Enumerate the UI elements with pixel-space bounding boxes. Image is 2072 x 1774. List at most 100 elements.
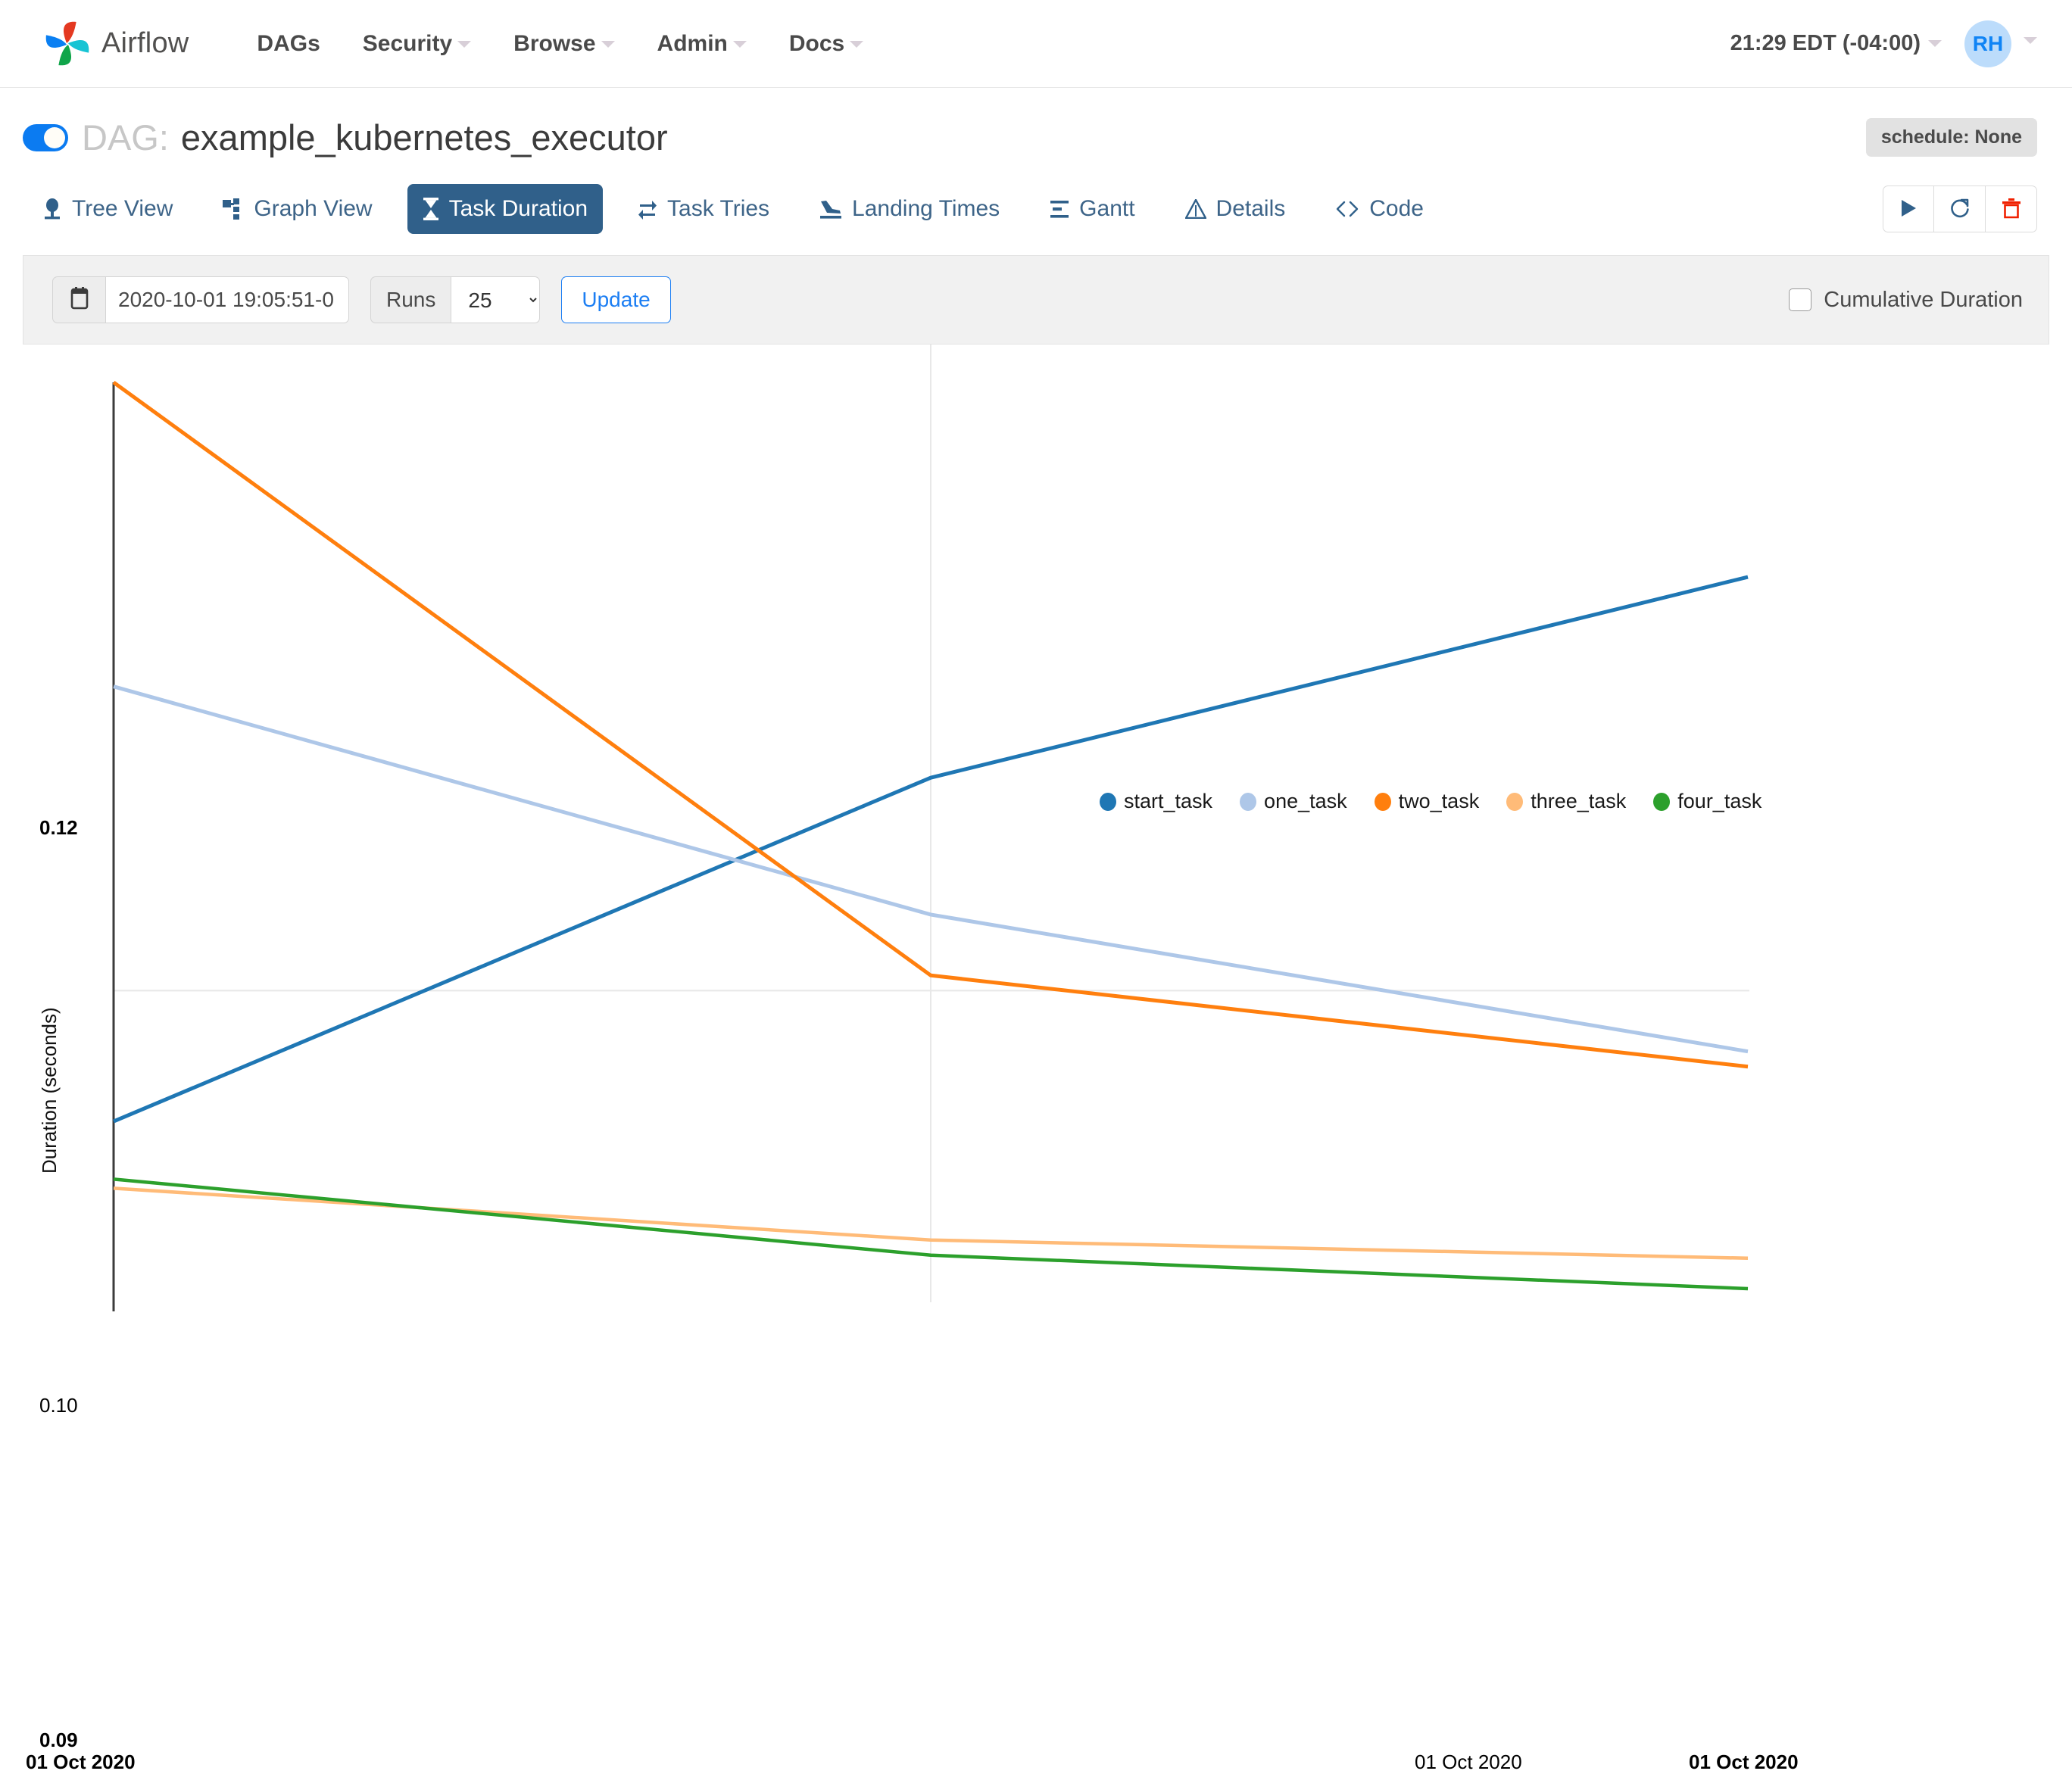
tab-label-details: Details (1215, 196, 1286, 221)
runs-select[interactable]: 25 (451, 276, 541, 323)
hourglass-icon (423, 198, 439, 220)
nav-label-dags: DAGs (257, 30, 320, 56)
legend-item-start-task[interactable]: start_task (1100, 790, 1212, 813)
tab-landing-times[interactable]: Landing Times (804, 184, 1015, 234)
cumulative-duration-checkbox[interactable]: Cumulative Duration (1789, 288, 2023, 313)
retweet-icon (638, 198, 657, 220)
top-navbar: Airflow DAGs Security Browse Admin Docs … (0, 0, 2072, 88)
chevron-down-icon (601, 40, 615, 48)
avatar: RH (1964, 20, 2011, 67)
chevron-down-icon (2024, 37, 2037, 44)
chevron-down-icon (457, 40, 472, 48)
x-axis-tick: 01 Oct 2020 (1689, 1751, 1799, 1773)
legend-color-swatch (1506, 792, 1524, 811)
tab-label-task-duration: Task Duration (448, 196, 588, 221)
legend-color-swatch (1100, 792, 1116, 811)
tab-tree-view[interactable]: Tree View (27, 184, 188, 234)
series-line-two-task (112, 380, 1749, 1069)
timezone-selector[interactable]: 21:29 EDT (-04:00) (1730, 31, 1942, 56)
chevron-down-icon (1928, 40, 1942, 47)
nav-item-docs[interactable]: Docs (768, 23, 885, 64)
chevron-down-icon (850, 40, 864, 48)
dag-action-buttons (1883, 186, 2037, 232)
y-axis-label: Duration (seconds) (38, 1007, 61, 1174)
tab-graph-view[interactable]: Graph View (208, 184, 387, 234)
legend-label: three_task (1531, 790, 1627, 812)
legend-label: one_task (1264, 790, 1347, 812)
sitemap-icon (223, 198, 244, 220)
cumulative-duration-label: Cumulative Duration (1824, 287, 2023, 312)
legend-color-swatch (1374, 792, 1391, 811)
clock-label: 21:29 EDT (-04:00) (1730, 31, 1921, 55)
nav-item-browse[interactable]: Browse (492, 23, 635, 64)
tab-details[interactable]: Details (1170, 184, 1301, 234)
legend-item-three-task[interactable]: three_task (1506, 790, 1626, 813)
tab-label-gantt: Gantt (1079, 196, 1135, 221)
runs-label: Runs (370, 276, 451, 323)
legend-label: two_task (1398, 790, 1480, 812)
tab-code[interactable]: Code (1320, 184, 1439, 234)
tab-label-task-tries: Task Tries (667, 196, 770, 221)
checkbox-box[interactable] (1789, 288, 1812, 311)
legend-item-one-task[interactable]: one_task (1240, 790, 1347, 813)
nav-label-browse: Browse (513, 30, 596, 56)
dag-tabbar: Tree View Graph View Task Duration (0, 158, 2072, 234)
align-left-icon (1050, 199, 1069, 219)
tab-task-duration[interactable]: Task Duration (407, 184, 604, 234)
update-button[interactable]: Update (561, 276, 671, 323)
dag-prefix-label: DAG: (82, 117, 169, 157)
status-badge: schedule: None (1865, 118, 2037, 157)
legend-color-swatch (1240, 792, 1257, 811)
plane-landing-icon (819, 198, 842, 220)
dag-pause-toggle[interactable] (23, 123, 68, 151)
airflow-logo-icon (44, 20, 91, 67)
nav-item-security[interactable]: Security (342, 23, 492, 64)
execution-date-input[interactable]: 2020-10-01 19:05:51-0 (105, 276, 349, 323)
nav-links: DAGs Security Browse Admin Docs (236, 23, 885, 64)
page-title: example_kubernetes_executor (180, 117, 668, 157)
date-input-group: 2020-10-01 19:05:51-0 (52, 276, 349, 323)
legend-item-four-task[interactable]: four_task (1653, 790, 1762, 813)
nav-label-docs: Docs (788, 30, 845, 56)
x-axis-tick: 01 Oct 2020 (26, 1751, 136, 1773)
nav-label-admin: Admin (657, 30, 728, 56)
series-line-start-task (113, 575, 1749, 1124)
tab-label-landing-times: Landing Times (852, 196, 1000, 221)
legend-label: four_task (1677, 790, 1762, 812)
y-axis-tick: 0.09 (39, 1729, 78, 1751)
nav-item-admin[interactable]: Admin (636, 23, 768, 64)
user-menu[interactable]: RH (1964, 20, 2037, 67)
airflow-brand[interactable]: Airflow (44, 20, 189, 67)
tab-label-graph-view: Graph View (254, 196, 373, 221)
play-icon (1899, 198, 1918, 220)
triangle-icon (1184, 199, 1206, 219)
runs-group: Runs 25 (370, 276, 541, 323)
tree-icon (42, 198, 62, 220)
calendar-icon (70, 286, 89, 313)
legend-color-swatch (1653, 792, 1671, 811)
brand-label: Airflow (101, 27, 189, 59)
series-line-four-task (113, 1177, 1749, 1291)
x-axis-tick: 01 Oct 2020 (1415, 1751, 1522, 1773)
trash-icon (2002, 198, 2021, 221)
tab-gantt[interactable]: Gantt (1034, 184, 1150, 234)
tab-label-tree-view: Tree View (72, 196, 173, 221)
chart-canvas[interactable] (0, 345, 2072, 1336)
tab-task-tries[interactable]: Task Tries (623, 184, 785, 234)
navbar-right: 21:29 EDT (-04:00) RH (1730, 20, 2037, 67)
calendar-button[interactable] (52, 276, 105, 323)
refresh-button[interactable] (1934, 186, 1986, 232)
trigger-dag-button[interactable] (1883, 186, 1934, 232)
y-axis-tick: 0.12 (39, 816, 78, 839)
chart-legend: start_task one_task two_task three_task … (1100, 790, 1762, 813)
task-duration-chart: start_task one_task two_task three_task … (0, 345, 2072, 1773)
legend-item-two-task[interactable]: two_task (1374, 790, 1480, 813)
chevron-down-icon (732, 40, 747, 48)
nav-item-dags[interactable]: DAGs (236, 23, 341, 64)
y-axis-tick: 0.10 (39, 1394, 78, 1417)
series-line-one-task (113, 684, 1749, 1054)
delete-dag-button[interactable] (1986, 186, 2037, 232)
tab-label-code: Code (1369, 196, 1424, 221)
dag-header: DAG: example_kubernetes_executor schedul… (0, 88, 2072, 158)
code-icon (1335, 200, 1359, 218)
